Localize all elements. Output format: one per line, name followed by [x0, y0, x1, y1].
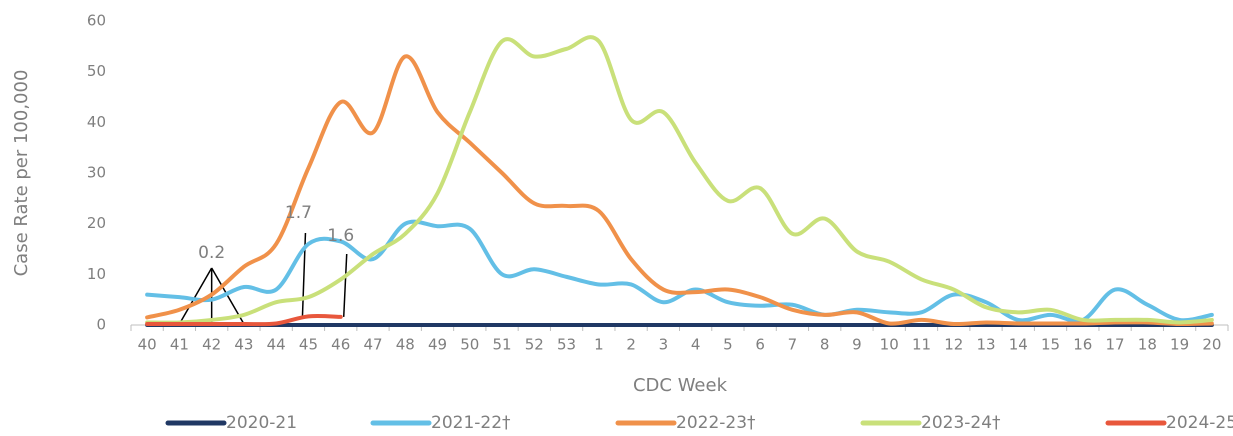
x-tick-label: 3 [659, 336, 669, 354]
x-tick-label: 52 [525, 336, 544, 354]
legend-label: 2023-24† [921, 413, 1001, 432]
y-tick-label: 30 [87, 164, 106, 182]
x-tick-label: 2 [626, 336, 636, 354]
legend-label: 2021-22† [431, 413, 511, 432]
x-tick-label: 47 [363, 336, 382, 354]
leader-line [342, 253, 348, 317]
x-tick-label: 6 [755, 336, 765, 354]
y-tick-label: 60 [87, 12, 106, 30]
x-tick-label: 18 [1138, 336, 1157, 354]
data-label: 1.7 [285, 203, 312, 223]
x-tick-label: 41 [170, 336, 189, 354]
x-tick-label: 40 [138, 336, 157, 354]
x-tick-label: 19 [1170, 336, 1189, 354]
x-tick-label: 48 [396, 336, 415, 354]
leader-line [178, 267, 213, 325]
x-tick-label: 9 [852, 336, 862, 354]
x-tick-label: 15 [1041, 336, 1060, 354]
y-tick-label: 10 [87, 265, 106, 283]
x-axis-title: CDC Week [633, 375, 728, 396]
x-tick-label: 50 [460, 336, 479, 354]
x-tick-label: 11 [912, 336, 931, 354]
legend-label: 2024-25† [1166, 413, 1233, 432]
x-tick-label: 17 [1106, 336, 1125, 354]
x-tick-label: 5 [723, 336, 733, 354]
x-tick-label: 10 [880, 336, 899, 354]
x-tick-label: 42 [202, 336, 221, 354]
legend-label: 2020-21 [226, 413, 297, 432]
series-line [145, 219, 1214, 323]
x-tick-label: 4 [691, 336, 701, 354]
x-tick-label: 46 [331, 336, 350, 354]
x-tick-label: 44 [267, 336, 286, 354]
series-line [145, 35, 1214, 325]
data-label: 1.6 [327, 226, 354, 246]
y-tick-label: 0 [96, 316, 106, 334]
x-tick-label: 16 [1073, 336, 1092, 354]
x-tick-label: 7 [788, 336, 798, 354]
series-line [145, 54, 1214, 327]
x-tick-label: 1 [594, 336, 604, 354]
series-line [145, 313, 343, 327]
y-tick-label: 50 [87, 62, 106, 80]
x-tick-label: 14 [1009, 336, 1028, 354]
x-tick-label: 20 [1202, 336, 1221, 354]
x-tick-label: 53 [557, 336, 576, 354]
x-tick-label: 49 [428, 336, 447, 354]
x-tick-label: 51 [492, 336, 511, 354]
y-tick-label: 20 [87, 214, 106, 232]
data-label: 0.2 [198, 243, 225, 263]
x-tick-label: 8 [820, 336, 830, 354]
y-axis-title: Case Rate per 100,000 [11, 70, 32, 277]
y-tick-label: 40 [87, 113, 106, 131]
x-tick-label: 45 [299, 336, 318, 354]
x-tick-label: 12 [944, 336, 963, 354]
x-tick-label: 43 [234, 336, 253, 354]
legend-label: 2022-23† [676, 413, 756, 432]
x-tick-label: 13 [976, 336, 995, 354]
